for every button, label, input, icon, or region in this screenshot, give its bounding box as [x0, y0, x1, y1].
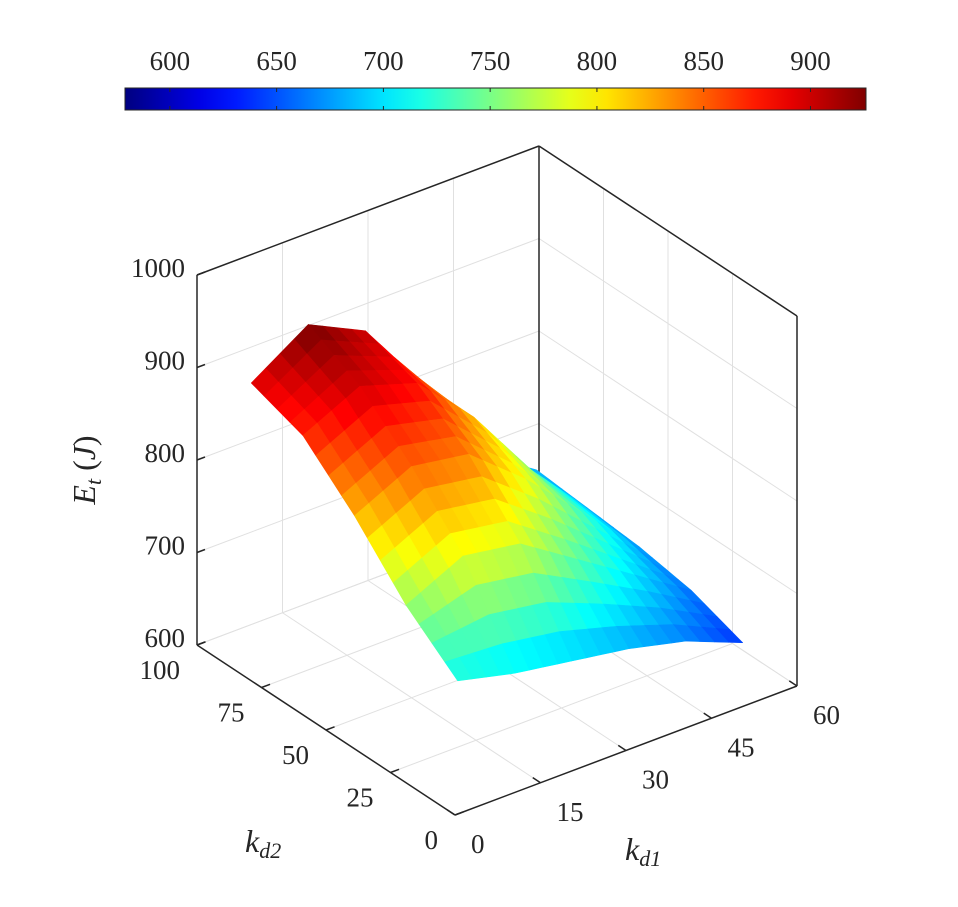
y-axis-label: kd2 — [245, 823, 281, 863]
z-tick-label: 700 — [145, 531, 186, 561]
surface-patch — [582, 512, 692, 591]
y-tick — [454, 811, 464, 816]
x-tick-label: 30 — [642, 765, 669, 795]
z-tick-label: 800 — [145, 438, 186, 468]
x-tick — [446, 809, 456, 816]
grid-line — [538, 330, 798, 502]
y-tick — [196, 641, 206, 646]
colorbar-tick-label: 850 — [683, 46, 724, 76]
grid-line — [538, 423, 798, 594]
y-tick-label: 75 — [218, 698, 245, 728]
x-tick-label: 0 — [471, 829, 485, 859]
surface-patch — [364, 330, 475, 418]
z-tick — [196, 363, 206, 369]
y-tick-label: 50 — [282, 740, 309, 770]
surface-cell — [444, 657, 473, 682]
colorbar-tick-label: 600 — [150, 46, 191, 76]
x-tick — [788, 680, 798, 687]
y-tick-label: 25 — [347, 783, 374, 813]
z-tick — [196, 456, 206, 461]
axis-edge — [196, 145, 540, 276]
x-tick-label: 60 — [813, 700, 840, 730]
axis-edge — [538, 145, 798, 317]
x-tick-label: 15 — [557, 797, 584, 827]
z-tick — [196, 271, 206, 276]
z-axis-label: Et(J) — [66, 435, 106, 505]
z-tick-label: 1000 — [131, 253, 185, 283]
y-tick — [325, 726, 335, 731]
x-tick-label: 45 — [728, 732, 755, 762]
y-tick — [390, 768, 400, 774]
grid-line — [538, 238, 798, 409]
surface-patch — [405, 555, 516, 682]
x-tick — [617, 744, 627, 752]
surface-patch — [354, 466, 464, 606]
grid-line — [390, 643, 733, 773]
x-axis-label: kd1 — [625, 831, 661, 871]
z-tick — [196, 548, 206, 554]
y-tick — [261, 683, 271, 689]
x-tick — [703, 712, 712, 719]
surface-patch — [633, 574, 744, 644]
surface-patch — [359, 382, 469, 467]
z-tick-label: 600 — [145, 623, 186, 653]
surface-patch — [411, 453, 521, 557]
surface-patch — [473, 416, 583, 514]
grid-line — [196, 238, 540, 368]
surface-patch — [519, 543, 630, 662]
z-tick-label: 900 — [145, 346, 186, 376]
colorbar-tick-label: 750 — [470, 46, 511, 76]
surface-patch — [462, 543, 573, 674]
surface-patch — [576, 558, 687, 650]
colorbar-tick-label: 800 — [577, 46, 618, 76]
colorbar-tick-label: 650 — [256, 46, 297, 76]
colorbar-tick-label: 700 — [363, 46, 404, 76]
y-tick-label: 0 — [425, 825, 439, 855]
colorbar — [124, 87, 867, 111]
y-tick-label: 100 — [140, 655, 181, 685]
surface-patch — [251, 324, 361, 436]
x-tick — [532, 777, 541, 784]
surface-patch — [416, 382, 526, 480]
surface-patch — [302, 385, 412, 517]
surface-patch — [468, 453, 578, 560]
colorbar-tick-label: 900 — [790, 46, 831, 76]
surface-patch — [525, 478, 635, 576]
